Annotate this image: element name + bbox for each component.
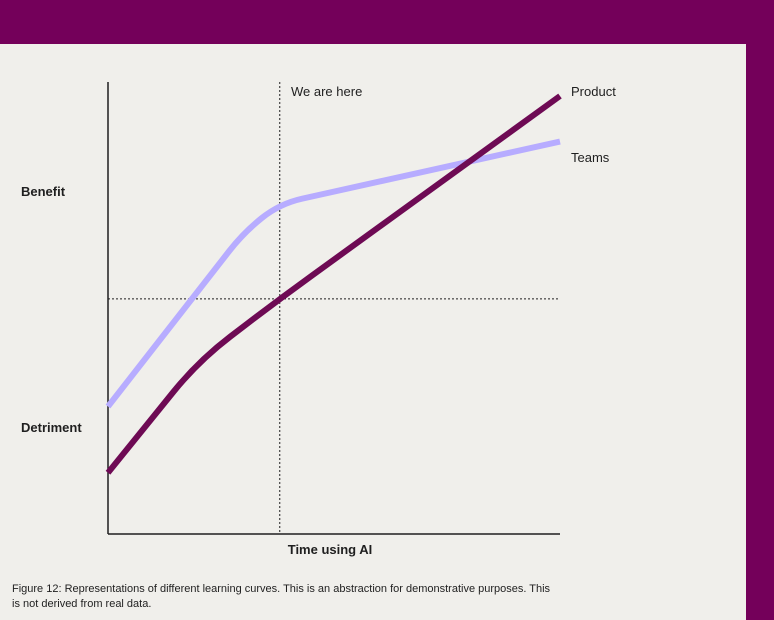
series-line-teams	[105, 138, 561, 409]
series-label-teams: Teams	[571, 150, 610, 165]
y-label-benefit: Benefit	[21, 184, 66, 199]
figure-panel: Benefit Detriment Time using AI We are h…	[0, 44, 746, 620]
series-label-product: Product	[571, 84, 616, 99]
x-axis-label: Time using AI	[287, 542, 373, 557]
y-label-detriment: Detriment	[21, 420, 82, 435]
learning-curve-chart	[105, 82, 562, 535]
figure-caption: Figure 12: Representations of different …	[12, 583, 551, 610]
series-line-product	[105, 93, 562, 475]
we-are-here-label: We are here	[291, 84, 363, 99]
